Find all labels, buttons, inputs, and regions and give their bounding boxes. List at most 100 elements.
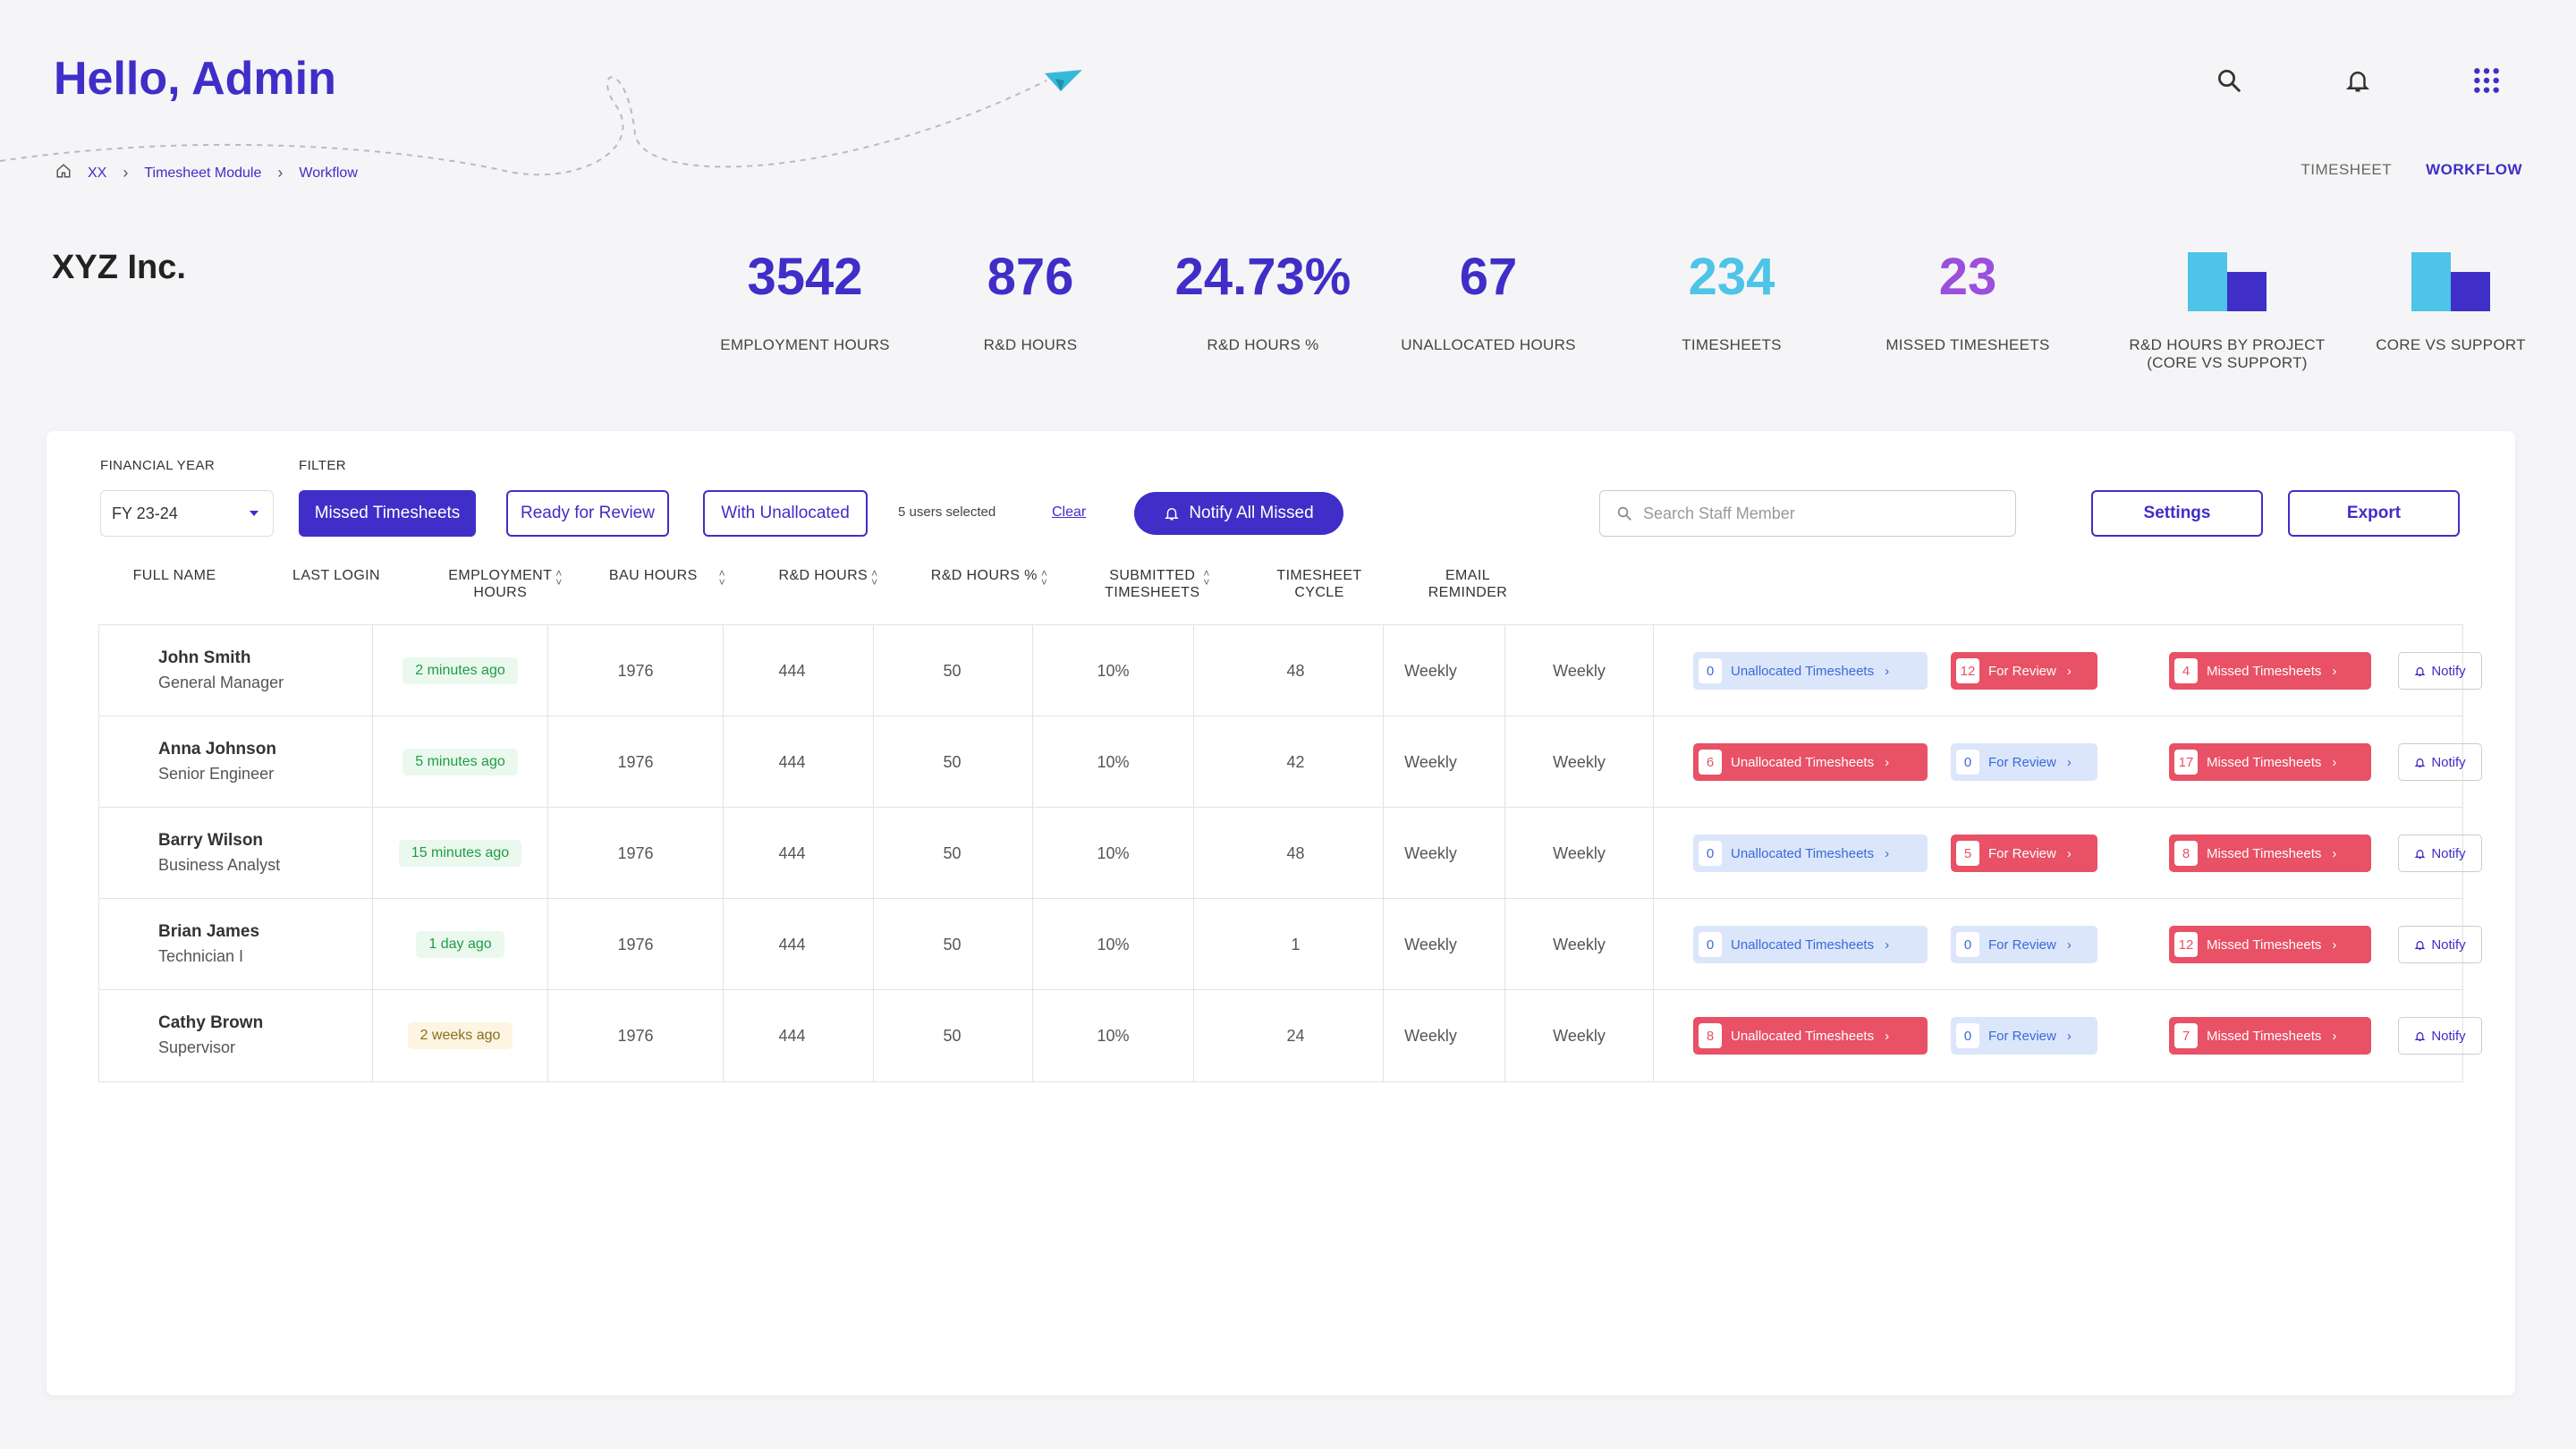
home-icon[interactable]	[55, 163, 72, 183]
for-review-button[interactable]: 0 For Review ›	[1951, 1017, 2097, 1055]
bell-icon	[2414, 1031, 2426, 1041]
sort-icon[interactable]: ˄ ˅	[1040, 567, 1048, 589]
tab-workflow[interactable]: WORKFLOW	[2426, 161, 2522, 178]
sort-icon[interactable]: ˄ ˅	[1203, 567, 1210, 589]
breadcrumb-item-workflow[interactable]: Workflow	[299, 165, 358, 181]
sort-icon[interactable]: ˄ ˅	[555, 567, 563, 589]
bell-icon[interactable]	[2340, 63, 2376, 98]
unallocated-timesheets-button[interactable]: 0 Unallocated Timesheets ›	[1693, 926, 1928, 963]
timesheet-cycle-cell: Weekly	[1357, 899, 1505, 990]
missed-timesheets-button[interactable]: 4 Missed Timesheets ›	[2169, 652, 2371, 690]
staff-name[interactable]: Anna Johnson	[158, 740, 276, 758]
column-rd-hours[interactable]: R&D HOURS ˄ ˅	[748, 567, 909, 589]
notify-button[interactable]: Notify	[2398, 835, 2482, 872]
unallocated-label: Unallocated Timesheets	[1731, 1028, 1875, 1044]
notify-button[interactable]: Notify	[2398, 1017, 2482, 1055]
column-label-line: TIMESHEET	[1276, 568, 1362, 583]
chart-bar-support	[2451, 272, 2490, 311]
apps-grid-icon[interactable]	[2469, 63, 2504, 98]
review-count: 5	[1956, 841, 1979, 866]
table-row[interactable]: Anna Johnson Senior Engineer 5 minutes a…	[99, 716, 2482, 808]
for-review-button[interactable]: 12 For Review ›	[1951, 652, 2097, 690]
stat-core-vs-support[interactable]: CORE VS SUPPORT	[2326, 242, 2576, 354]
for-review-button[interactable]: 0 For Review ›	[1951, 743, 2097, 781]
chevron-right-icon: ›	[1885, 936, 1890, 953]
column-label-line: SUBMITTED	[1109, 568, 1196, 583]
notify-button[interactable]: Notify	[2398, 652, 2482, 690]
table-row[interactable]: Brian James Technician I 1 day ago 1976 4…	[99, 899, 2482, 990]
column-full-name[interactable]: FULL NAME	[100, 567, 249, 584]
submitted-timesheets-cell: 48	[1208, 625, 1384, 716]
missed-timesheets-button[interactable]: 7 Missed Timesheets ›	[2169, 1017, 2371, 1055]
sort-icon[interactable]: ˄ ˅	[718, 567, 726, 589]
missed-count: 7	[2174, 1023, 2198, 1048]
stat-rd-by-project[interactable]: R&D HOURS BY PROJECT (CORE VS SUPPORT)	[2102, 242, 2352, 372]
missed-count: 12	[2174, 932, 2198, 957]
unallocated-timesheets-button[interactable]: 0 Unallocated Timesheets ›	[1693, 835, 1928, 872]
chart-bar-core	[2411, 252, 2451, 311]
employment-hours-cell: 1976	[548, 625, 724, 716]
bell-icon	[2414, 666, 2426, 676]
column-rd-hours-pct[interactable]: R&D HOURS % ˄ ˅	[909, 567, 1070, 589]
chevron-right-icon: ›	[2066, 754, 2072, 770]
notify-button[interactable]: Notify	[2398, 926, 2482, 963]
full-name-cell: Brian James Technician I	[99, 899, 373, 990]
breadcrumb-item-timesheet-module[interactable]: Timesheet Module	[144, 165, 262, 181]
filter-with-unallocated-button[interactable]: With Unallocated	[703, 490, 868, 537]
rd-hours-cell: 50	[872, 808, 1033, 899]
column-label-line: TIMESHEETS	[1105, 585, 1200, 600]
submitted-timesheets-cell: 42	[1208, 716, 1384, 808]
clear-link[interactable]: Clear	[1052, 504, 1087, 520]
search-icon	[1617, 506, 1631, 521]
for-review-button[interactable]: 0 For Review ›	[1951, 926, 2097, 963]
timesheet-card: FINANCIAL YEAR FILTER FY 23-24 Missed Ti…	[47, 431, 2515, 1395]
staff-name[interactable]: Cathy Brown	[158, 1013, 264, 1032]
search-icon[interactable]	[2211, 63, 2247, 98]
last-login-cell: 2 minutes ago	[373, 625, 548, 716]
missed-timesheets-button[interactable]: 17 Missed Timesheets ›	[2169, 743, 2371, 781]
staff-name[interactable]: Brian James	[158, 922, 260, 941]
staff-name[interactable]: Barry Wilson	[158, 831, 264, 850]
table-row[interactable]: Cathy Brown Supervisor 2 weeks ago 1976 4…	[99, 990, 2482, 1081]
missed-timesheets-button[interactable]: 12 Missed Timesheets ›	[2169, 926, 2371, 963]
last-login-cell: 2 weeks ago	[373, 990, 548, 1081]
settings-button[interactable]: Settings	[2091, 490, 2263, 537]
notify-label: Notify	[2431, 663, 2466, 679]
staff-name[interactable]: John Smith	[158, 648, 251, 667]
financial-year-select[interactable]: FY 23-24	[100, 490, 274, 537]
breadcrumb-item-xx[interactable]: XX	[88, 165, 107, 181]
last-login-badge: 2 weeks ago	[407, 1022, 513, 1049]
submitted-timesheets-cell: 48	[1208, 808, 1384, 899]
chevron-right-icon: ›	[123, 164, 129, 182]
stat-label: UNALLOCATED HOURS	[1401, 336, 1576, 353]
notify-button[interactable]: Notify	[2398, 743, 2482, 781]
sort-icon[interactable]: ˄ ˅	[871, 567, 878, 589]
column-bau-hours[interactable]: BAU HOURS ˄ ˅	[587, 567, 748, 589]
missed-label: Missed Timesheets	[2207, 1028, 2322, 1044]
review-count: 0	[1956, 1023, 1979, 1048]
stat-label: TIMESHEETS	[1682, 336, 1782, 353]
tab-timesheet[interactable]: TIMESHEET	[2301, 161, 2393, 178]
unallocated-timesheets-button[interactable]: 6 Unallocated Timesheets ›	[1693, 743, 1928, 781]
unallocated-timesheets-button[interactable]: 0 Unallocated Timesheets ›	[1693, 652, 1928, 690]
missed-timesheets-button[interactable]: 8 Missed Timesheets ›	[2169, 835, 2371, 872]
export-button[interactable]: Export	[2288, 490, 2460, 537]
filter-missed-timesheets-button[interactable]: Missed Timesheets	[299, 490, 476, 537]
search-input[interactable]	[1643, 504, 2001, 523]
table-row[interactable]: Barry Wilson Business Analyst 15 minutes…	[99, 808, 2482, 899]
notify-all-missed-button[interactable]: Notify All Missed	[1134, 492, 1343, 535]
rd-hours-pct-cell: 10%	[1033, 899, 1194, 990]
column-timesheet-cycle: TIMESHEET CYCLE	[1245, 567, 1394, 601]
column-last-login[interactable]: LAST LOGIN	[249, 567, 424, 584]
filter-ready-for-review-button[interactable]: Ready for Review	[506, 490, 669, 537]
for-review-button[interactable]: 5 For Review ›	[1951, 835, 2097, 872]
column-submitted-timesheets[interactable]: SUBMITTED TIMESHEETS ˄ ˅	[1070, 567, 1245, 601]
column-employment-hours[interactable]: EMPLOYMENT HOURS ˄ ˅	[424, 567, 587, 601]
table-row[interactable]: John Smith General Manager 2 minutes ago…	[99, 625, 2482, 716]
column-label: LAST LOGIN	[292, 568, 380, 583]
table-header: FULL NAME LAST LOGIN EMPLOYMENT HOURS ˄ ˅ …	[100, 567, 2465, 621]
unallocated-timesheets-button[interactable]: 8 Unallocated Timesheets ›	[1693, 1017, 1928, 1055]
unallocated-count: 0	[1699, 658, 1722, 683]
timesheet-cycle-cell: Weekly	[1357, 990, 1505, 1081]
stat-rd-hours-pct: 24.73% R&D HOURS %	[1138, 242, 1388, 354]
